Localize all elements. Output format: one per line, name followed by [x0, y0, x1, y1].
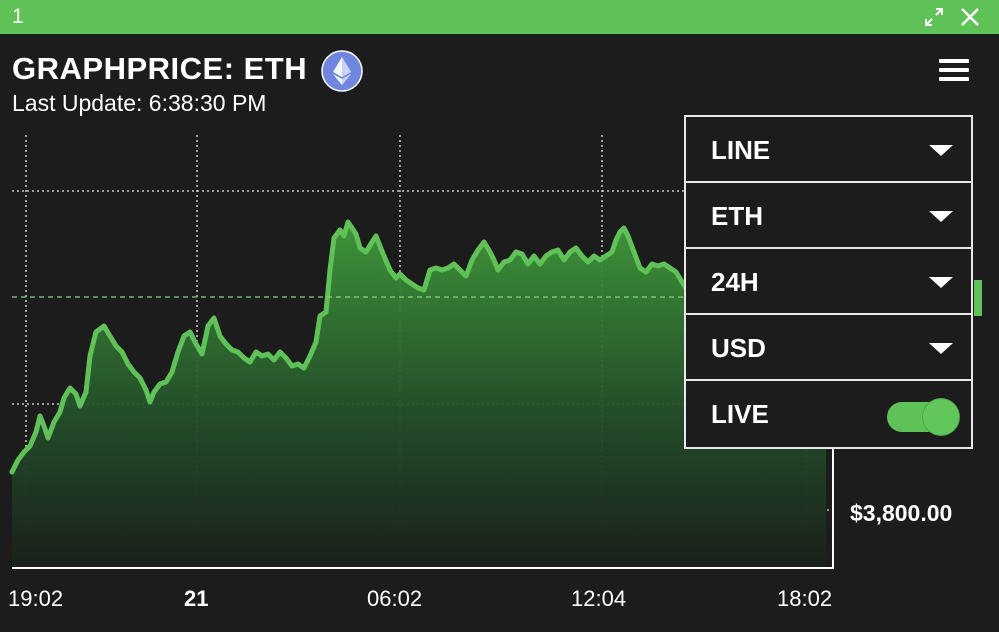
x-tick-label: 12:04 — [571, 586, 627, 611]
ethereum-logo-icon — [321, 50, 363, 92]
last-update-text: Last Update: 6:38:30 PM — [12, 90, 267, 116]
current-price-marker — [974, 280, 982, 316]
page-title: GRAPHPRICE: ETH — [12, 51, 308, 86]
price-area — [12, 222, 826, 568]
chart-settings-panel: LINE ETH 24H USD LIVE — [684, 115, 973, 449]
currency-dropdown[interactable]: USD — [684, 313, 973, 379]
x-tick-label: 19:02 — [8, 586, 64, 611]
x-tick-label: 18:02 — [777, 586, 833, 611]
coin-value: ETH — [711, 201, 763, 231]
chart-type-dropdown[interactable]: LINE — [684, 115, 973, 181]
chart-type-value: LINE — [711, 135, 771, 165]
caret-down-icon — [929, 343, 953, 354]
live-label: LIVE — [711, 399, 769, 429]
toggle-knob — [923, 399, 959, 435]
live-toggle-row: LIVE — [684, 379, 973, 449]
time-range-dropdown[interactable]: 24H — [684, 247, 973, 313]
coin-dropdown[interactable]: ETH — [684, 181, 973, 247]
close-icon[interactable] — [956, 0, 984, 34]
currency-value: USD — [711, 333, 766, 363]
hamburger-menu-icon[interactable] — [939, 57, 971, 83]
caret-down-icon — [929, 277, 953, 288]
live-toggle[interactable] — [887, 399, 959, 435]
x-tick-label: 21 — [184, 586, 209, 611]
x-tick-label: 06:02 — [367, 586, 423, 611]
price-line — [9, 219, 689, 475]
y-axis-price-label: $3,800.00 — [850, 500, 953, 526]
expand-icon[interactable] — [920, 0, 948, 34]
caret-down-icon — [929, 211, 953, 222]
time-range-value: 24H — [711, 267, 759, 297]
window-title-bar: 1 — [0, 0, 999, 34]
caret-down-icon — [929, 145, 953, 156]
window-number: 1 — [12, 5, 24, 28]
